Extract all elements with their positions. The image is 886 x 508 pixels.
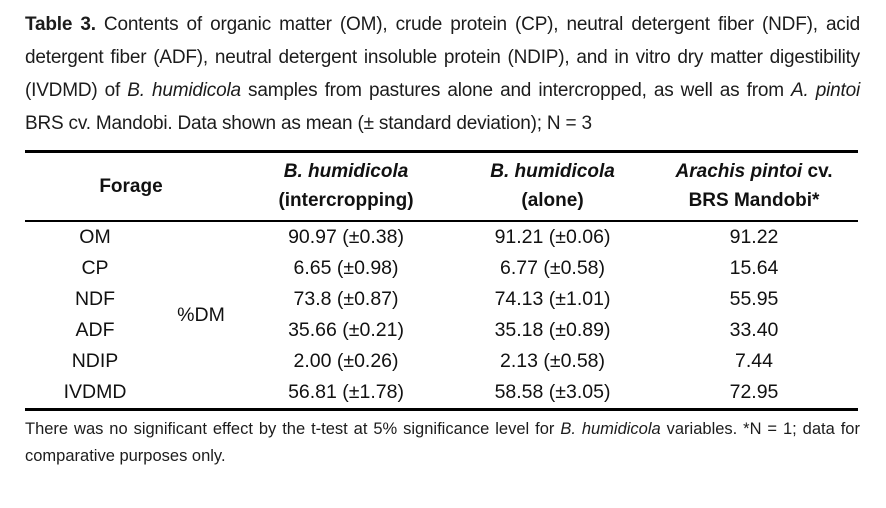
- table-footnote: There was no significant effect by the t…: [25, 416, 860, 470]
- header-intercropping-species: B. humidicola: [283, 161, 409, 182]
- table-row-ndip: NDIP 2.00 (±0.26) 2.13 (±0.58) 7.44: [25, 346, 858, 377]
- ndip-alone-value: 2.13 (±0.58): [500, 350, 606, 372]
- ndf-intercropping-value: 73.8 (±0.87): [293, 288, 399, 310]
- header-intercropping-sub: (intercropping): [278, 190, 414, 211]
- om-alone-value: 91.21 (±0.06): [494, 226, 611, 248]
- header-mandobi-line1: Arachis pintoi cv.: [650, 157, 858, 186]
- cp-mandobi-value: 15.64: [729, 257, 779, 279]
- caption-table-label: Table 3.: [25, 14, 96, 35]
- row-label-ivdmd: IVDMD: [63, 381, 127, 403]
- adf-alone-value: 35.18 (±0.89): [494, 319, 611, 341]
- ndf-alone-value: 74.13 (±1.01): [494, 288, 611, 310]
- header-mandobi-cv: cv.: [802, 161, 833, 182]
- header-mandobi: Arachis pintoi cv. BRS Mandobi*: [650, 152, 858, 222]
- header-intercropping: B. humidicola (intercropping): [237, 152, 455, 222]
- caption-text-3: BRS cv. Mandobi. Data shown as mean (± s…: [25, 113, 592, 134]
- row-label-cp: CP: [81, 257, 109, 279]
- table-body: OM %DM 90.97 (±0.38) 91.21 (±0.06) 91.22…: [25, 221, 858, 410]
- unit-dm-cell: %DM: [177, 303, 225, 326]
- caption-species-2: A. pintoi: [791, 80, 860, 101]
- header-forage: Forage: [99, 175, 163, 197]
- header-mandobi-species: Arachis pintoi: [675, 161, 803, 182]
- caption-species-1: B. humidicola: [127, 80, 241, 101]
- cp-alone-value: 6.77 (±0.58): [500, 257, 606, 279]
- om-intercropping-value: 90.97 (±0.38): [288, 226, 404, 248]
- table-row-cp: CP 6.65 (±0.98) 6.77 (±0.58) 15.64: [25, 253, 858, 284]
- ndip-intercropping-value: 2.00 (±0.26): [293, 350, 399, 372]
- row-label-om: OM: [79, 226, 111, 248]
- ndf-mandobi-value: 55.95: [729, 288, 779, 310]
- footnote-text-1: There was no significant effect by the t…: [25, 420, 561, 438]
- header-mandobi-line2: BRS Mandobi*: [688, 190, 820, 211]
- adf-mandobi-value: 33.40: [729, 319, 779, 341]
- table-row-ndf: NDF 73.8 (±0.87) 74.13 (±1.01) 55.95: [25, 284, 858, 315]
- header-alone-species: B. humidicola: [490, 161, 615, 182]
- table-row-ivdmd: IVDMD 56.81 (±1.78) 58.58 (±3.05) 72.95: [25, 377, 858, 410]
- table-row-om: OM %DM 90.97 (±0.38) 91.21 (±0.06) 91.22: [25, 221, 858, 326]
- om-mandobi-value: 91.22: [729, 226, 779, 248]
- ivdmd-mandobi-value: 72.95: [729, 381, 779, 403]
- ivdmd-alone-value: 58.58 (±3.05): [494, 381, 611, 403]
- ndip-mandobi-value: 7.44: [735, 350, 773, 372]
- cp-intercropping-value: 6.65 (±0.98): [293, 257, 399, 279]
- header-alone-sub: (alone): [521, 190, 584, 211]
- row-label-ndip: NDIP: [71, 350, 119, 372]
- table-header: Forage B. humidicola (intercropping) B. …: [25, 152, 859, 222]
- table-row-adf: ADF 35.66 (±0.21) 35.18 (±0.89) 33.40: [25, 315, 858, 346]
- adf-intercropping-value: 35.66 (±0.21): [288, 319, 404, 341]
- caption-text-1: Contents of organic matter (OM), crude p…: [25, 14, 860, 101]
- footnote-text-2: variables. *N = 1; data for comparative …: [25, 420, 860, 465]
- footnote-species: B. humidicola: [560, 420, 661, 438]
- row-label-ndf: NDF: [74, 288, 116, 310]
- ivdmd-intercropping-value: 56.81 (±1.78): [288, 381, 404, 403]
- table-caption: Table 3. Contents of organic matter (OM)…: [25, 8, 860, 140]
- forage-composition-table: Forage B. humidicola (intercropping) B. …: [25, 150, 859, 411]
- caption-text-2: samples from pastures alone and intercro…: [240, 80, 792, 101]
- header-row: Forage B. humidicola (intercropping) B. …: [25, 152, 859, 222]
- header-alone: B. humidicola (alone): [455, 152, 650, 222]
- row-label-adf: ADF: [75, 319, 115, 341]
